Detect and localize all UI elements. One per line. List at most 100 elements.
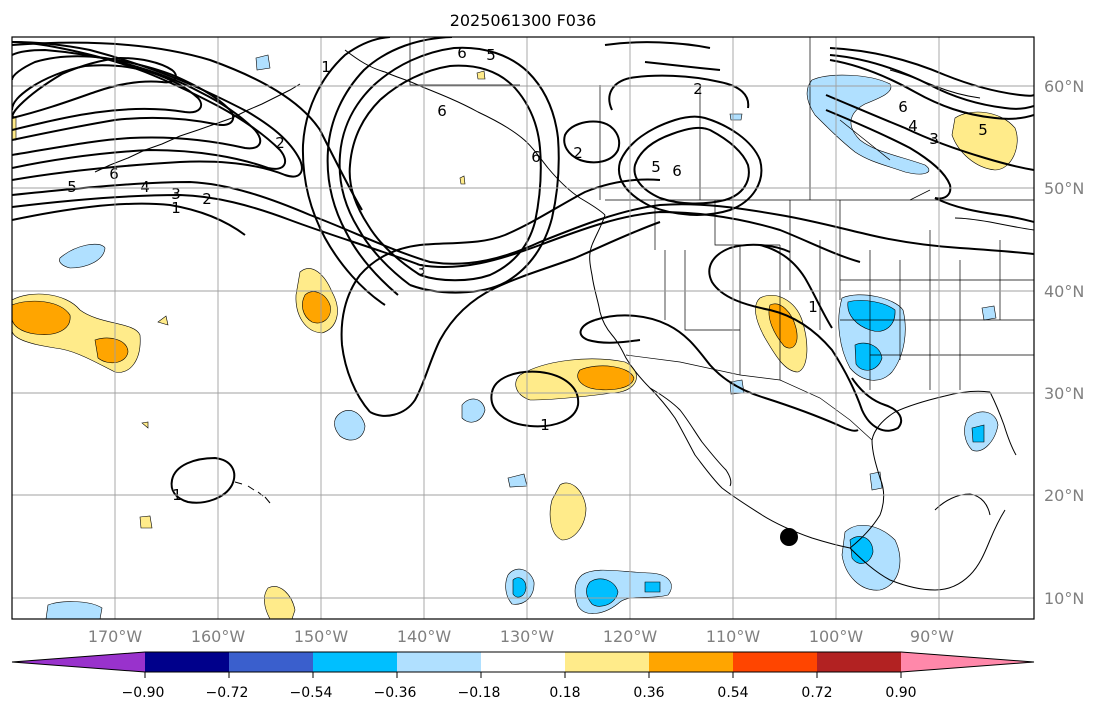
colorbar-extend-low — [12, 652, 145, 672]
gulf-of-mexico-coastline — [849, 390, 991, 549]
colorbar-segment — [397, 652, 481, 672]
colorbar-segment — [145, 652, 229, 672]
hawaiian-islands — [234, 481, 271, 504]
contour-line — [12, 180, 1034, 265]
colorbar-ticks — [144, 672, 902, 678]
contour-line — [369, 221, 661, 417]
contour-line — [326, 37, 453, 296]
usa-mexico-border — [625, 354, 873, 441]
negative-region — [255, 54, 271, 71]
contour-label: 3 — [171, 185, 181, 203]
colorbar-tick-label: −0.72 — [206, 685, 249, 701]
contour-label: 6 — [531, 148, 541, 166]
contour-label: 1 — [808, 298, 818, 316]
lat-label: 10°N — [1044, 589, 1084, 608]
contour-line — [12, 202, 246, 236]
contour-line — [594, 314, 859, 432]
colorbar-extend-high — [901, 652, 1034, 672]
colorbar-segment — [565, 652, 649, 672]
positive-region — [549, 482, 587, 541]
lat-label: 60°N — [1044, 77, 1084, 96]
contour-label: 6 — [898, 98, 908, 116]
colorbar-segment — [313, 652, 397, 672]
contour-line — [12, 41, 363, 211]
lon-label: 150°W — [294, 627, 349, 646]
latitude-labels: 60°N 50°N 40°N 30°N 20°N 10°N — [1044, 77, 1084, 608]
contour-line — [608, 74, 750, 111]
positive-region — [264, 586, 296, 619]
positive-core — [302, 291, 331, 324]
contour-label: 1 — [321, 58, 331, 76]
contour-label: 6 — [109, 165, 119, 183]
lon-label: 170°W — [88, 627, 143, 646]
positive-core — [12, 300, 129, 364]
contour-line — [12, 56, 177, 119]
positive-region — [459, 175, 466, 185]
colorbar-tick-label: −0.36 — [374, 685, 417, 701]
lon-label: 90°W — [910, 627, 954, 646]
contour-label: 3 — [416, 261, 426, 279]
contour-line — [604, 41, 721, 71]
contour-line — [12, 48, 262, 156]
negative-region — [59, 243, 106, 269]
contour-label: 6 — [437, 102, 447, 120]
contour-line — [563, 120, 620, 164]
lat-label: 40°N — [1044, 282, 1084, 301]
colorbar-tick-label: 0.18 — [549, 685, 580, 701]
canada-east-coastline — [954, 217, 1034, 231]
contour-line — [12, 41, 303, 181]
colorbar-segment — [733, 652, 817, 672]
contour-label: 5 — [651, 158, 661, 176]
contour-label: 1 — [171, 199, 181, 217]
contour-line — [12, 64, 203, 131]
colorbar-tick-label: −0.18 — [458, 685, 501, 701]
positive-region — [141, 421, 149, 429]
yucatan-coastline — [934, 493, 991, 516]
contour-label: 5 — [486, 46, 496, 64]
lon-label: 100°W — [809, 627, 864, 646]
negative-region — [729, 113, 743, 121]
negative-core — [971, 424, 985, 443]
baja-california-coastline — [649, 387, 732, 487]
positive-core — [577, 365, 635, 391]
aleutian-islands — [94, 83, 301, 173]
colorbar-segment — [481, 652, 565, 672]
negative-region — [507, 473, 528, 488]
contour-label: 5 — [978, 121, 988, 139]
colorbar-tick-label: 0.54 — [717, 685, 748, 701]
contour-line — [934, 197, 1034, 223]
contour-line — [825, 94, 1034, 171]
contour-line — [825, 109, 952, 200]
positive-region — [139, 515, 153, 529]
contour-line — [829, 47, 1034, 97]
colorbar-segment — [649, 652, 733, 672]
lat-label: 50°N — [1044, 179, 1084, 198]
negative-core — [586, 578, 661, 607]
colorbar-tick-label: −0.90 — [122, 685, 165, 701]
contour-line — [829, 54, 1034, 110]
canadian-province-borders — [599, 37, 931, 201]
lon-label: 110°W — [706, 627, 761, 646]
central-america-coastline — [849, 509, 1006, 591]
colorbar-segment — [817, 652, 901, 672]
lat-label: 30°N — [1044, 384, 1084, 403]
contour-label: 6 — [457, 44, 467, 62]
negative-region — [461, 398, 486, 423]
contour-line — [490, 370, 580, 428]
lon-label: 160°W — [191, 627, 246, 646]
contour-lines — [12, 37, 1034, 504]
florida-coastline — [989, 391, 1017, 456]
map-frame — [11, 36, 1035, 620]
negative-region — [869, 471, 883, 491]
positive-region — [157, 315, 169, 326]
hudson-bay-coastline — [889, 69, 981, 99]
map-title: 2025061300 F036 — [450, 11, 597, 30]
negative-core — [512, 577, 527, 598]
lon-label: 140°W — [397, 627, 452, 646]
contour-line — [759, 244, 833, 329]
contour-label: 3 — [929, 130, 939, 148]
contour-label: 6 — [672, 162, 682, 180]
contour-line — [338, 46, 560, 294]
contour-label: 1 — [540, 416, 550, 434]
gridlines — [12, 37, 1034, 619]
